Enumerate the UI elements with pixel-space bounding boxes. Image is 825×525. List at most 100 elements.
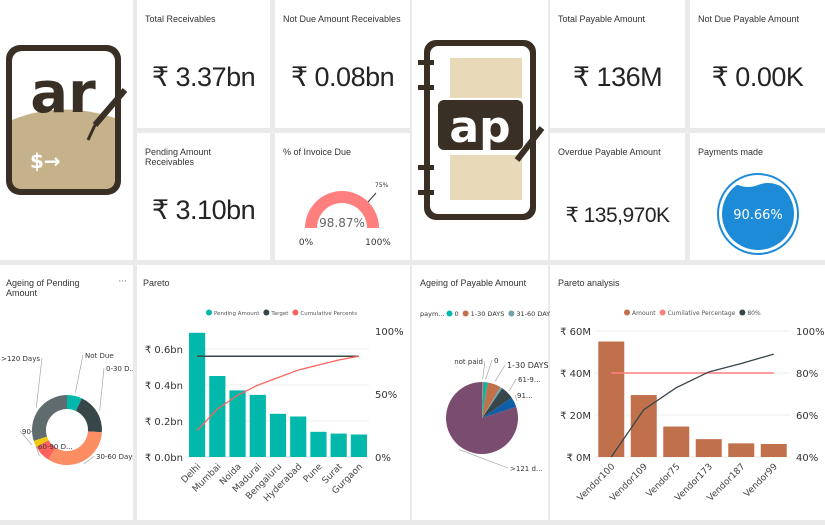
legend-marker xyxy=(263,309,270,316)
y-tick-label: ₹ 0.2bn xyxy=(145,417,183,428)
cumulative-line xyxy=(196,355,360,431)
slice xyxy=(48,431,102,465)
cumulative-line xyxy=(610,353,774,458)
y-tick-label: ₹ 20M xyxy=(560,411,591,422)
legend-marker xyxy=(446,310,453,317)
kpi-label: Total Payable Amount xyxy=(558,14,646,24)
ap-logo: ap xyxy=(418,40,545,220)
payments-title: Payments made xyxy=(698,147,764,157)
legend-marker xyxy=(739,309,746,316)
legend-title: paym... xyxy=(420,310,445,318)
kpi-pending-receivables: Pending Amount Receivables ₹ 3.10bn xyxy=(137,133,270,260)
slice xyxy=(31,395,67,441)
ageing-pending-tile: Ageing of Pending Amount ··· Not Due 0-30… xyxy=(0,265,133,520)
bar xyxy=(598,341,625,457)
kpi-value: ₹ 136M xyxy=(572,62,663,92)
y2-tick-label: 40% xyxy=(796,453,818,464)
slice-label: 61-9... xyxy=(518,376,541,384)
kpi-value: ₹ 3.37bn xyxy=(151,62,256,92)
slice-label: 91... xyxy=(517,392,533,400)
kpi-value: ₹ 3.10bn xyxy=(151,195,256,225)
chart-title: Pareto analysis xyxy=(558,278,620,288)
slice-label: 90-... xyxy=(22,428,40,436)
slice xyxy=(482,382,484,418)
y2-tick-label: 60% xyxy=(796,411,818,422)
slice xyxy=(75,398,103,433)
slice-label: >120 Days xyxy=(1,355,40,363)
slice-label: >121 d... xyxy=(510,465,543,473)
kpi-overdue-payable: Overdue Payable Amount ₹ 135,970K xyxy=(550,133,685,260)
gauge-target-marker xyxy=(367,192,377,203)
y-tick-label: ₹ 0M xyxy=(566,453,591,464)
svg-text:ar: ar xyxy=(30,61,96,126)
payments-value: 90.66% xyxy=(733,208,783,223)
leader-line xyxy=(74,354,84,393)
bar xyxy=(330,433,347,457)
svg-text:ap: ap xyxy=(449,102,510,153)
y-tick-label: ₹ 60M xyxy=(560,327,591,338)
y2-tick-label: 80% xyxy=(796,369,818,380)
slice xyxy=(446,382,518,454)
slice xyxy=(482,397,517,418)
legend-label: Target xyxy=(270,311,289,317)
kpi-not-due-payable: Not Due Payable Amount ₹ 0.00K xyxy=(690,0,825,128)
slice xyxy=(36,440,56,460)
kpi-label: Overdue Payable Amount xyxy=(558,147,661,157)
legend-marker xyxy=(206,309,212,316)
kpi-label: Total Receivables xyxy=(145,14,216,24)
slice-label: 1-30 DAYS xyxy=(507,361,549,370)
legend-marker xyxy=(292,309,299,316)
legend-label: 0 xyxy=(455,310,459,318)
liquid-fill-water xyxy=(722,183,794,250)
bar xyxy=(695,439,722,457)
more-options-button[interactable]: ··· xyxy=(118,277,127,287)
kpi-label: Not Due Amount Receivables xyxy=(283,14,401,24)
bar xyxy=(189,332,206,457)
leader-line xyxy=(482,360,486,380)
legend-label: 1-30 DAYS xyxy=(471,310,505,318)
leader-line xyxy=(19,430,33,446)
leader-line xyxy=(35,445,40,457)
liquid-fill-outer xyxy=(717,173,799,255)
legend-label: Cumilative Percentage xyxy=(668,310,736,317)
bar xyxy=(249,394,266,457)
legend-marker xyxy=(462,310,469,317)
kpi-label: Not Due Payable Amount xyxy=(698,14,800,24)
gauge-max: 100% xyxy=(365,238,391,248)
slice xyxy=(33,436,49,447)
leader-line xyxy=(494,364,506,382)
bar xyxy=(760,443,787,457)
x-tick-label: Vendor99 xyxy=(742,462,780,500)
svg-text:$→: $→ xyxy=(30,149,61,173)
chart-title: Ageing of Pending Amount xyxy=(6,278,80,298)
legend-label: Pending Amount xyxy=(214,311,260,317)
y2-tick-label: 100% xyxy=(375,327,404,338)
chart-title: Ageing of Payable Amount xyxy=(420,278,527,288)
slice-label: not paid xyxy=(454,358,483,366)
y-tick-label: ₹ 40M xyxy=(560,369,591,380)
slice xyxy=(482,382,488,418)
bar xyxy=(209,376,226,457)
slice xyxy=(67,395,82,411)
legend-label: Amount xyxy=(632,310,656,317)
kpi-label: Pending Amount Receivables xyxy=(145,147,212,167)
slice xyxy=(482,388,512,418)
gauge-target-label: 75% xyxy=(375,182,389,189)
legend-label: 80% xyxy=(747,310,761,317)
legend-label: 31-60 DAYS xyxy=(516,310,554,318)
y2-tick-label: 50% xyxy=(375,390,397,401)
bar xyxy=(310,431,327,457)
bar xyxy=(229,390,246,457)
slice xyxy=(482,387,503,418)
leader-line xyxy=(509,378,517,391)
y-tick-label: ₹ 0.4bn xyxy=(145,381,183,392)
gauge-value: 98.87% xyxy=(319,216,365,230)
slice-label: Not Due xyxy=(85,352,114,360)
bar xyxy=(728,443,755,457)
y2-tick-label: 100% xyxy=(796,327,825,338)
y-tick-label: ₹ 0.6bn xyxy=(145,345,183,356)
payments-made-tile: Payments made 90.66% xyxy=(690,133,825,260)
bar xyxy=(663,426,690,457)
kpi-not-due-receivables: Not Due Amount Receivables ₹ 0.08bn xyxy=(275,0,410,128)
chart-title: Pareto xyxy=(143,278,170,288)
